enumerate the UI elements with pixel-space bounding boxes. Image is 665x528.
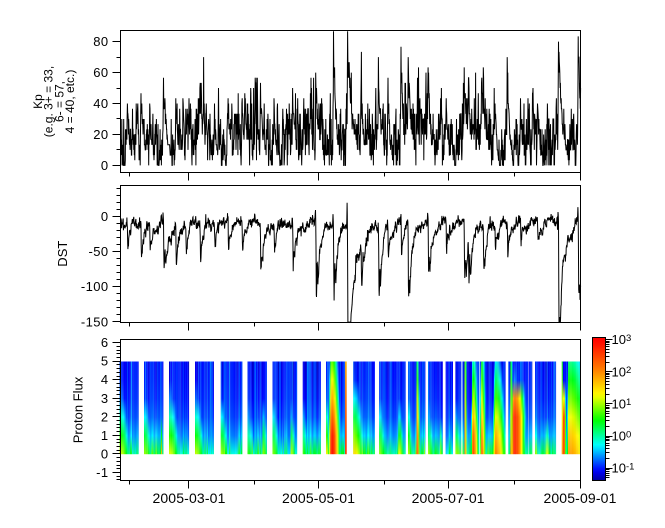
svg-text:0: 0 xyxy=(101,446,109,461)
svg-text:3: 3 xyxy=(101,391,109,406)
svg-text:4: 4 xyxy=(101,372,109,387)
svg-text:-150: -150 xyxy=(81,314,109,329)
svg-text:-50: -50 xyxy=(89,244,109,259)
svg-text:2005-09-01: 2005-09-01 xyxy=(543,490,616,506)
svg-text:-100: -100 xyxy=(81,279,109,294)
svg-text:Proton Flux: Proton Flux xyxy=(71,376,86,443)
svg-text:20: 20 xyxy=(93,127,108,142)
svg-text:2: 2 xyxy=(101,409,109,424)
svg-text:-1: -1 xyxy=(96,465,108,480)
svg-text:0: 0 xyxy=(101,209,109,224)
svg-text:2005-05-01: 2005-05-01 xyxy=(282,490,355,506)
svg-text:1: 1 xyxy=(101,428,109,443)
svg-text:80: 80 xyxy=(93,34,108,49)
svg-text:40: 40 xyxy=(93,96,108,111)
svg-text:5: 5 xyxy=(101,354,109,369)
svg-text:2005-07-01: 2005-07-01 xyxy=(412,490,485,506)
svg-text:0: 0 xyxy=(101,158,109,173)
svg-text:DST: DST xyxy=(55,241,70,267)
svg-text:60: 60 xyxy=(93,65,108,80)
svg-text:6: 6 xyxy=(101,335,109,350)
svg-text:2005-03-01: 2005-03-01 xyxy=(152,490,225,506)
svg-text:4 = 40, etc.): 4 = 40, etc.) xyxy=(63,70,77,134)
